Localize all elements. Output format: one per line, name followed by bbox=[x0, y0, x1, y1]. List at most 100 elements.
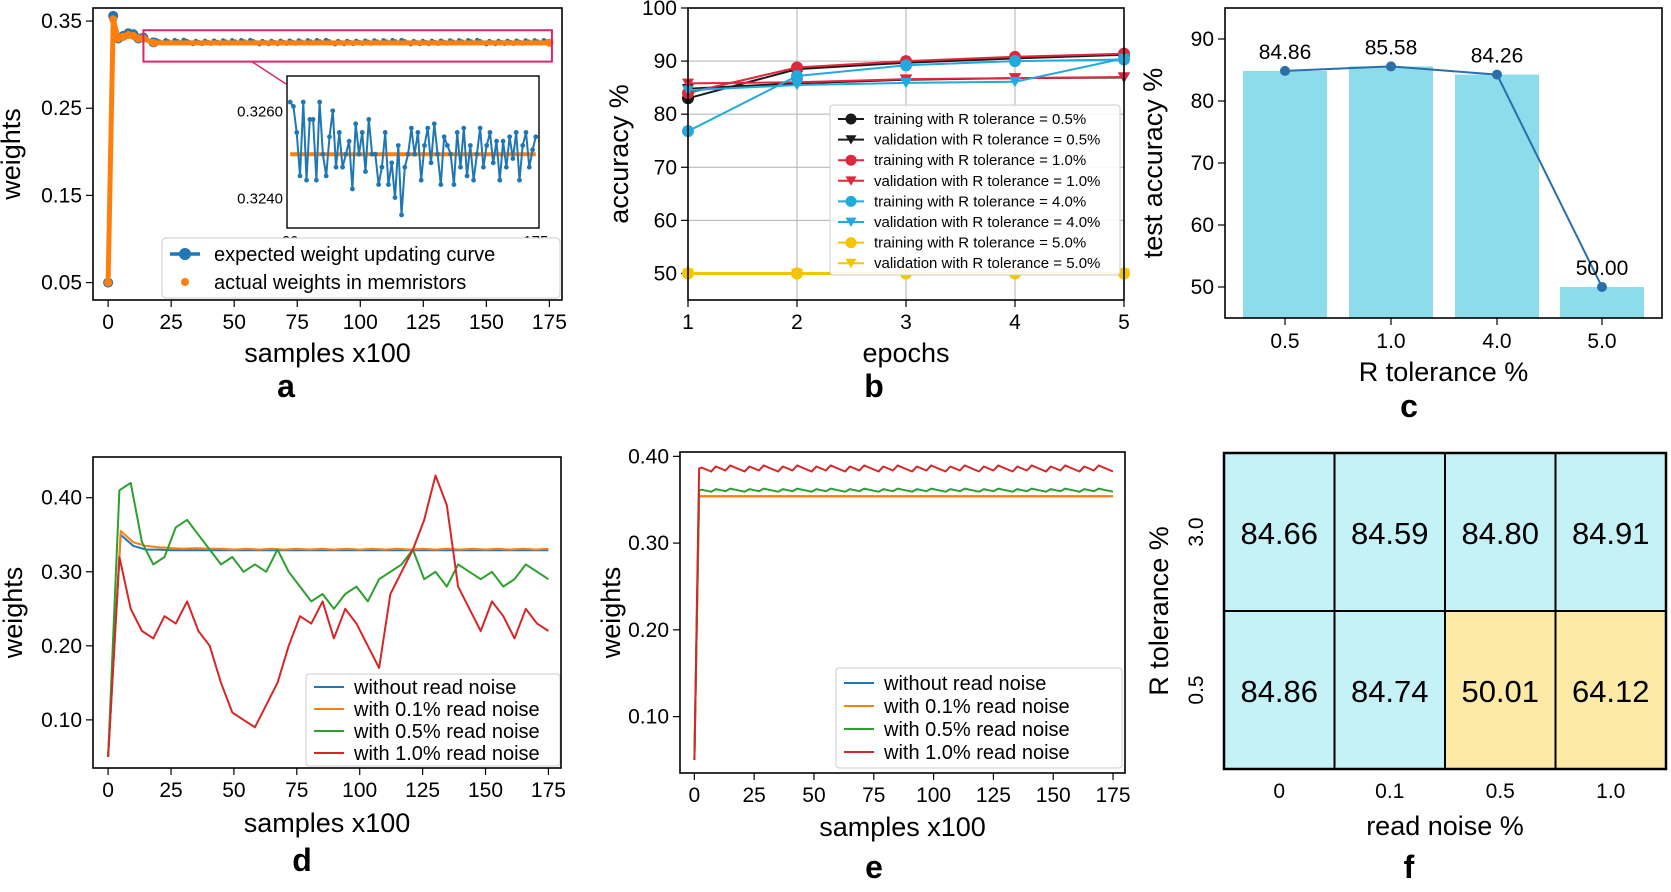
e-ytick-label: 0.10 bbox=[628, 706, 669, 729]
a-inset-point bbox=[333, 164, 339, 170]
a-inset-point bbox=[490, 160, 496, 166]
panel-label-f: f bbox=[1404, 849, 1415, 885]
d-series-line bbox=[107, 530, 549, 757]
c-point bbox=[1492, 69, 1502, 80]
a-inset-point bbox=[481, 164, 486, 170]
a-legend-marker bbox=[181, 278, 189, 286]
b-ylabel: accuracy % bbox=[604, 84, 634, 224]
b-ytick-label: 70 bbox=[654, 156, 677, 179]
d-xlabel: samples x100 bbox=[244, 808, 411, 838]
d-xtick-label: 175 bbox=[531, 779, 566, 802]
c-ytick-label: 60 bbox=[1191, 214, 1214, 237]
panel-label-b: b bbox=[864, 368, 884, 404]
b-legend-label: validation with R tolerance = 1.0% bbox=[874, 173, 1100, 190]
e-legend-box bbox=[835, 667, 1123, 769]
a-inset-point bbox=[287, 99, 293, 105]
f-heatmap-cell bbox=[1444, 610, 1557, 770]
a-ytick-label: 0.25 bbox=[41, 97, 82, 120]
a-inset-point bbox=[435, 151, 440, 157]
a-xtick-label: 25 bbox=[159, 311, 182, 334]
d-xtick-label: 75 bbox=[285, 779, 308, 802]
a-xlabel: samples x100 bbox=[244, 338, 411, 368]
a-inset-ytick-label: 0.3240 bbox=[237, 191, 283, 208]
a-inset-point bbox=[471, 177, 476, 183]
c-point bbox=[1280, 65, 1290, 76]
a-inset-point bbox=[438, 182, 444, 187]
f-xtick-label: 0.5 bbox=[1486, 780, 1515, 803]
a-inset-point bbox=[399, 212, 404, 218]
f-cell-value: 84.66 bbox=[1240, 516, 1318, 551]
a-inset-point bbox=[363, 169, 368, 174]
b-legend-marker bbox=[845, 176, 857, 186]
c-bar bbox=[1560, 287, 1644, 318]
b-ytick-label: 80 bbox=[654, 103, 677, 126]
d-series-line bbox=[107, 474, 549, 757]
b-legend-label: training with R tolerance = 4.0% bbox=[874, 193, 1086, 210]
f-cell-value: 64.12 bbox=[1572, 674, 1650, 709]
a-inset-point bbox=[291, 104, 296, 109]
e-xlabel: samples x100 bbox=[819, 812, 986, 842]
a-legend-marker bbox=[179, 248, 191, 260]
b-series-marker bbox=[791, 61, 803, 74]
a-inset-point bbox=[313, 177, 319, 183]
e-xtick-label: 25 bbox=[742, 784, 765, 807]
c-bar bbox=[1243, 70, 1327, 318]
a-inset-point bbox=[451, 182, 457, 187]
d-legend-box bbox=[305, 673, 561, 767]
c-trend-line bbox=[1284, 65, 1603, 288]
a-legend-label: expected weight updating curve bbox=[214, 244, 495, 266]
a-legend-label: actual weights in memristors bbox=[214, 272, 466, 294]
a-inset-point bbox=[487, 130, 493, 135]
a-inset-point bbox=[474, 151, 480, 157]
c-ytick-label: 50 bbox=[1191, 276, 1214, 299]
f-heatmap-cell bbox=[1333, 452, 1446, 612]
b-xtick-label: 3 bbox=[900, 311, 912, 334]
b-xtick-label: 1 bbox=[682, 311, 694, 334]
e-ytick-label: 0.40 bbox=[628, 445, 669, 468]
a-zoom-box bbox=[142, 29, 553, 63]
f-cell-value: 50.01 bbox=[1461, 674, 1539, 709]
a-inset-point bbox=[513, 130, 519, 135]
b-xtick-label: 5 bbox=[1118, 311, 1130, 334]
a-inset-point bbox=[425, 125, 431, 131]
a-inset-point bbox=[379, 164, 385, 170]
a-inset-point bbox=[366, 117, 372, 122]
a-inset-point bbox=[304, 177, 309, 183]
b-axes-frame bbox=[687, 7, 1125, 301]
d-series-line bbox=[107, 533, 549, 757]
c-xlabel: R tolerance % bbox=[1359, 357, 1529, 387]
a-inset-point bbox=[461, 125, 467, 131]
a-inset-point bbox=[392, 195, 398, 201]
a-ytick-label: 0.05 bbox=[41, 272, 82, 295]
a-inset-point bbox=[389, 160, 395, 166]
c-xtick-label: 5.0 bbox=[1587, 330, 1616, 353]
a-inset-point bbox=[320, 151, 326, 157]
a-inset-point bbox=[330, 108, 336, 114]
c-value-label: 85.58 bbox=[1365, 36, 1418, 59]
f-xlabel: read noise % bbox=[1366, 811, 1524, 841]
a-inset-point bbox=[507, 134, 513, 140]
a-inset-point bbox=[520, 143, 526, 148]
a-ytick-label: 0.35 bbox=[41, 10, 82, 33]
a-inset-point bbox=[418, 177, 424, 183]
a-xtick-label: 100 bbox=[343, 311, 378, 334]
c-value-label: 84.86 bbox=[1259, 41, 1312, 64]
d-xtick-label: 0 bbox=[102, 779, 114, 802]
a-inset-point bbox=[408, 125, 414, 131]
b-legend-label: validation with R tolerance = 0.5% bbox=[874, 132, 1100, 149]
a-inset-point bbox=[310, 117, 316, 122]
e-xtick-label: 150 bbox=[1036, 784, 1071, 807]
a-inset-point bbox=[500, 138, 506, 144]
b-xtick-label: 2 bbox=[791, 311, 803, 334]
panel-label-d: d bbox=[292, 842, 312, 878]
e-xtick-label: 75 bbox=[862, 784, 885, 807]
a-actual-point bbox=[109, 15, 118, 24]
b-series-marker bbox=[900, 78, 912, 89]
f-heatmap-cell bbox=[1554, 610, 1667, 770]
a-ytick-label: 0.15 bbox=[41, 184, 82, 207]
a-inset-point bbox=[530, 147, 535, 153]
e-ylabel: weights bbox=[596, 567, 626, 660]
a-inset-point bbox=[448, 151, 454, 157]
